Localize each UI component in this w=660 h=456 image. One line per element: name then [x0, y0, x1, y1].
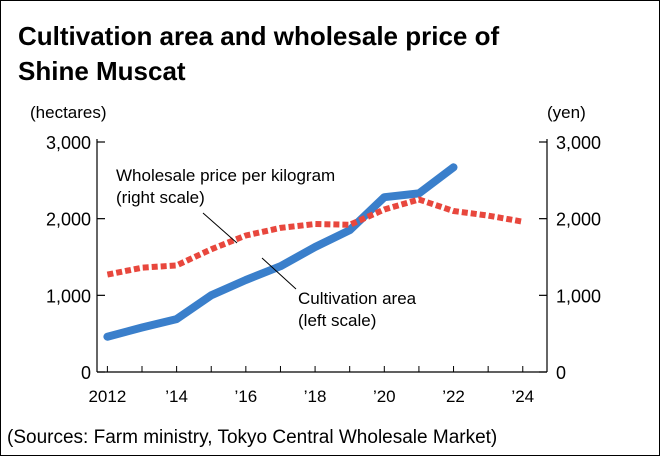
area-series-label-line-2: (left scale) [298, 311, 376, 330]
xtick-label: ’24 [511, 387, 534, 406]
right-axis-unit: (yen) [547, 103, 586, 122]
right-ytick-label: 3,000 [556, 133, 601, 153]
xtick-label: 2012 [88, 387, 126, 406]
xtick-label: ’18 [304, 387, 327, 406]
xtick-label: ’20 [373, 387, 396, 406]
source-note: (Sources: Farm ministry, Tokyo Central W… [7, 427, 497, 448]
price-series-label-line-2: (right scale) [116, 188, 205, 207]
left-ytick-label: 3,000 [46, 133, 91, 153]
xtick-label: ’14 [165, 387, 188, 406]
xtick-label: ’22 [442, 387, 465, 406]
left-axis-unit: (hectares) [30, 103, 107, 122]
price-label-leader [202, 212, 238, 244]
price-series-line [106, 196, 524, 278]
left-ytick-label: 0 [81, 363, 91, 383]
right-ytick-label: 2,000 [556, 210, 601, 230]
left-ytick-label: 2,000 [46, 210, 91, 230]
price-series-label-line-1: Wholesale price per kilogram [116, 166, 335, 185]
chart-title-line-1: Cultivation area and wholesale price of [18, 21, 499, 51]
xtick-label: ’16 [235, 387, 258, 406]
area-label-leader [261, 257, 297, 290]
right-ytick-label: 1,000 [556, 286, 601, 306]
left-ytick-label: 1,000 [46, 286, 91, 306]
right-ytick-label: 0 [556, 363, 566, 383]
area-series-line [103, 163, 458, 341]
chart-title-line-2: Shine Muscat [18, 56, 186, 86]
area-series-label-line-1: Cultivation area [298, 289, 417, 308]
